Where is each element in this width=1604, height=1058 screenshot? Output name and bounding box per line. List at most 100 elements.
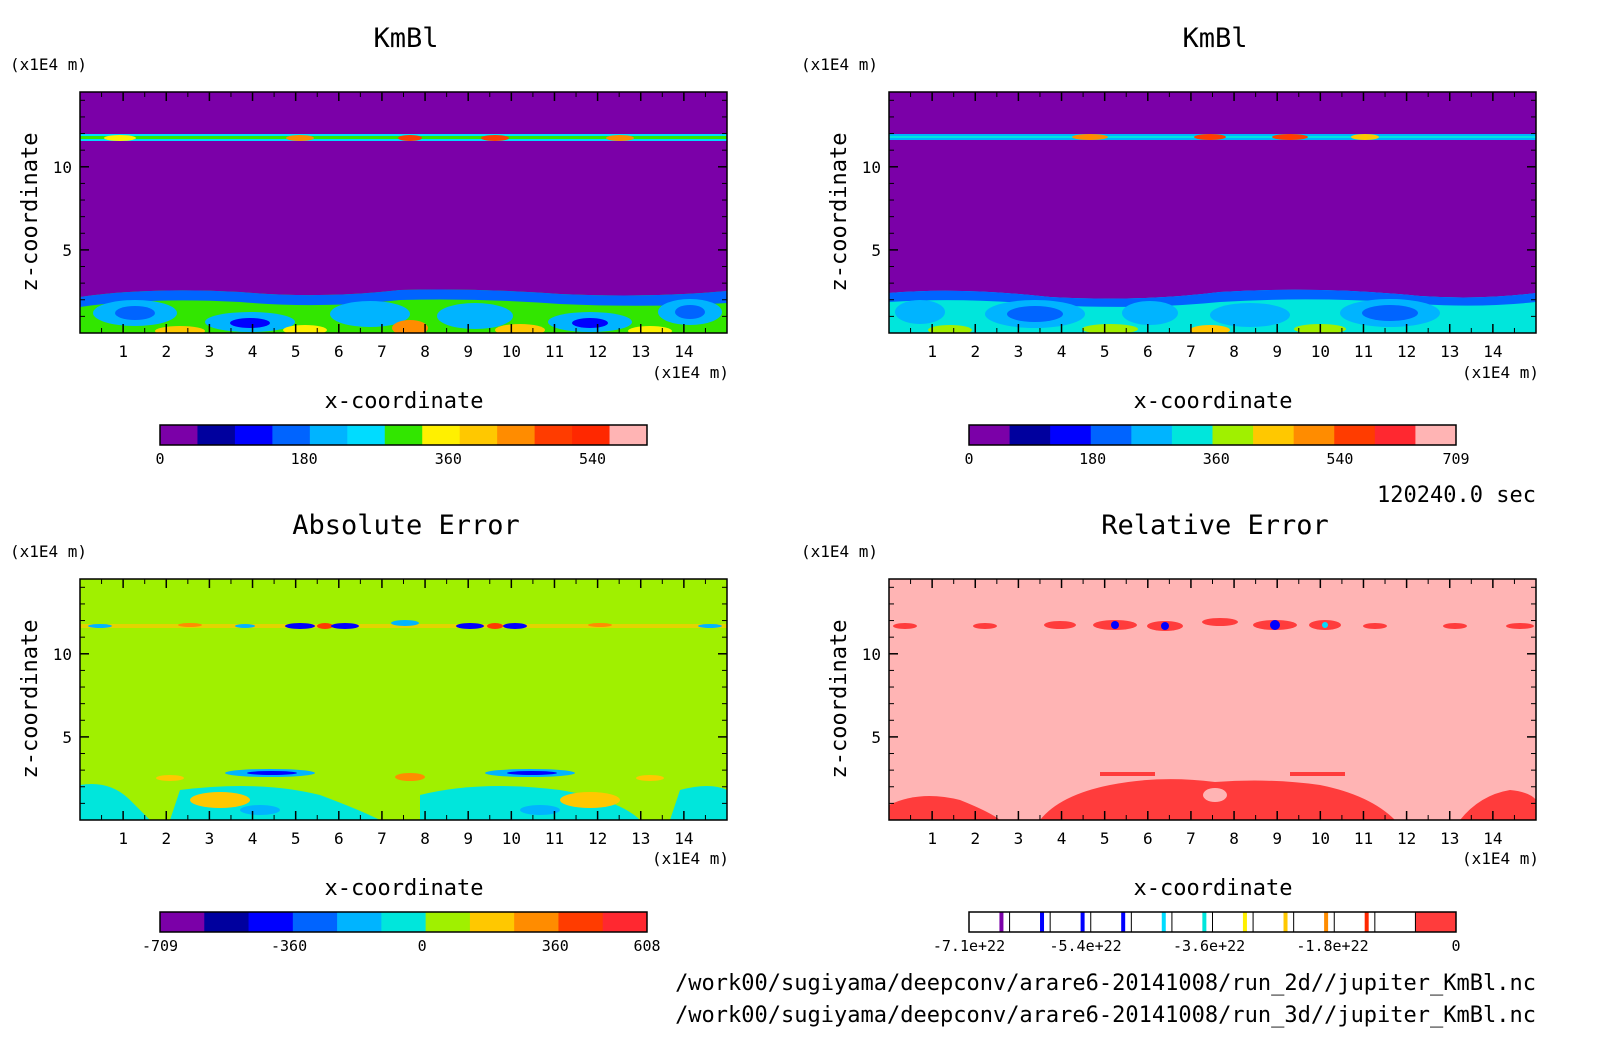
x-tick-label: 13 bbox=[1440, 342, 1459, 361]
colorbar-tick-label: 360 bbox=[1203, 450, 1230, 468]
colorbar-swatch bbox=[309, 425, 348, 445]
error-patch bbox=[391, 620, 419, 626]
colorbar-tick-label: 0 bbox=[964, 450, 973, 468]
colorbar-swatch bbox=[1293, 425, 1335, 445]
x-tick-label: 13 bbox=[631, 829, 650, 848]
colorbar-swatch bbox=[384, 425, 423, 445]
x-tick-label: 12 bbox=[1397, 342, 1416, 361]
y-tick-label: 10 bbox=[53, 158, 72, 177]
x-tick-label: 8 bbox=[1229, 342, 1239, 361]
colorbar-swatch bbox=[572, 425, 611, 445]
x-axis-label: x-coordinate bbox=[325, 876, 484, 901]
colorbar-swatch bbox=[1415, 425, 1457, 445]
error-patch bbox=[636, 775, 664, 781]
colorbar-divider bbox=[1121, 912, 1126, 932]
colorbar: -709 -360 0 360 608 bbox=[142, 911, 661, 955]
x-tick-label: 10 bbox=[502, 829, 521, 848]
colorbar-swatch bbox=[497, 425, 536, 445]
x-tick-label: 4 bbox=[1057, 342, 1067, 361]
x-tick-label: 2 bbox=[161, 342, 171, 361]
x-axis-label: x-coordinate bbox=[325, 389, 484, 414]
error-patch bbox=[893, 623, 917, 629]
x-unit-label: (x1E4 m) bbox=[652, 849, 729, 868]
x-tick-label: 5 bbox=[1100, 342, 1110, 361]
x-tick-label: 14 bbox=[1483, 829, 1502, 848]
x-tick-label: 7 bbox=[377, 342, 387, 361]
y-tick-label: 10 bbox=[862, 645, 881, 664]
x-tick-label: 1 bbox=[118, 342, 128, 361]
colorbar-tick-label: 709 bbox=[1442, 450, 1469, 468]
x-tick-label: 3 bbox=[205, 829, 215, 848]
colorbar-swatch bbox=[609, 425, 648, 445]
error-patch bbox=[503, 623, 527, 629]
error-band bbox=[1290, 772, 1345, 776]
panel-title: Relative Error bbox=[1101, 510, 1329, 541]
error-patch bbox=[456, 623, 484, 629]
colorbar-tick-label: 608 bbox=[633, 937, 660, 955]
error-patch bbox=[178, 623, 202, 627]
colorbar-divider bbox=[1040, 912, 1045, 932]
x-tick-label: 4 bbox=[248, 829, 258, 848]
error-patch bbox=[317, 623, 333, 629]
colorbar-swatch bbox=[1212, 425, 1254, 445]
eddy-cell bbox=[437, 303, 513, 329]
x-tick-label: 9 bbox=[1272, 829, 1282, 848]
y-axis-label: z-coordinate bbox=[18, 620, 43, 779]
colorbar-divider bbox=[1161, 912, 1166, 932]
panel-absolute-error: Absolute Error (x1E4 m) bbox=[10, 510, 729, 955]
upper-band-patch bbox=[398, 135, 422, 141]
time-label: 120240.0 sec bbox=[1377, 483, 1536, 508]
colorbar-frame bbox=[968, 424, 1457, 446]
y-unit-label: (x1E4 m) bbox=[801, 55, 878, 74]
hot-spot bbox=[392, 320, 428, 333]
x-tick-label: 14 bbox=[674, 342, 693, 361]
colorbar-swatch bbox=[347, 425, 386, 445]
eddy-cell-core bbox=[115, 306, 155, 320]
eddy-cell bbox=[1122, 301, 1178, 325]
y-tick-label: 5 bbox=[871, 728, 881, 747]
colorbar-tick-label: 180 bbox=[1079, 450, 1106, 468]
x-tick-label: 14 bbox=[674, 829, 693, 848]
error-patch bbox=[190, 792, 250, 808]
x-tick-label: 7 bbox=[377, 829, 387, 848]
colorbar-swatch bbox=[1090, 425, 1132, 445]
error-patch bbox=[520, 805, 560, 815]
y-tick-label: 10 bbox=[862, 158, 881, 177]
hot-spot bbox=[1190, 325, 1230, 333]
error-band bbox=[1100, 772, 1155, 776]
x-tick-label: 10 bbox=[1311, 829, 1330, 848]
error-patch bbox=[698, 624, 722, 628]
y-unit-label: (x1E4 m) bbox=[801, 542, 878, 561]
upper-band-patch bbox=[104, 135, 136, 141]
error-patch bbox=[1203, 788, 1227, 802]
colorbar-tick-label: 540 bbox=[579, 450, 606, 468]
colorbar-swatch bbox=[602, 912, 648, 932]
x-tick-label: 2 bbox=[970, 829, 980, 848]
heatmap-field bbox=[889, 92, 1536, 333]
colorbar-swatch bbox=[969, 425, 1011, 445]
colorbar-tick-label: -5.4e+22 bbox=[1049, 937, 1121, 955]
colorbar-tick-label: 0 bbox=[155, 450, 164, 468]
colorbar-swatch bbox=[204, 912, 250, 932]
x-tick-label: 10 bbox=[1311, 342, 1330, 361]
error-patch bbox=[487, 623, 503, 629]
x-tick-label: 9 bbox=[463, 829, 473, 848]
error-patch bbox=[1044, 621, 1076, 629]
colorbar-tick-label: 360 bbox=[542, 937, 569, 955]
colorbar-divider bbox=[1242, 912, 1247, 932]
boundary-layer-top bbox=[80, 289, 727, 307]
x-tick-label: 12 bbox=[1397, 829, 1416, 848]
colorbar-frame bbox=[159, 424, 648, 446]
upper-band-patch bbox=[1351, 134, 1379, 140]
colorbar-swatch bbox=[248, 912, 294, 932]
heatmap-field bbox=[80, 579, 727, 820]
x-tick-label: 1 bbox=[927, 342, 937, 361]
x-tick-label: 5 bbox=[1100, 829, 1110, 848]
x-tick-label: 11 bbox=[545, 342, 564, 361]
colorbar-divider bbox=[1283, 912, 1288, 932]
error-patch bbox=[285, 623, 315, 629]
error-core bbox=[1322, 622, 1328, 628]
error-region bbox=[420, 786, 640, 820]
y-unit-label: (x1E4 m) bbox=[10, 55, 87, 74]
x-tick-label: 8 bbox=[1229, 829, 1239, 848]
